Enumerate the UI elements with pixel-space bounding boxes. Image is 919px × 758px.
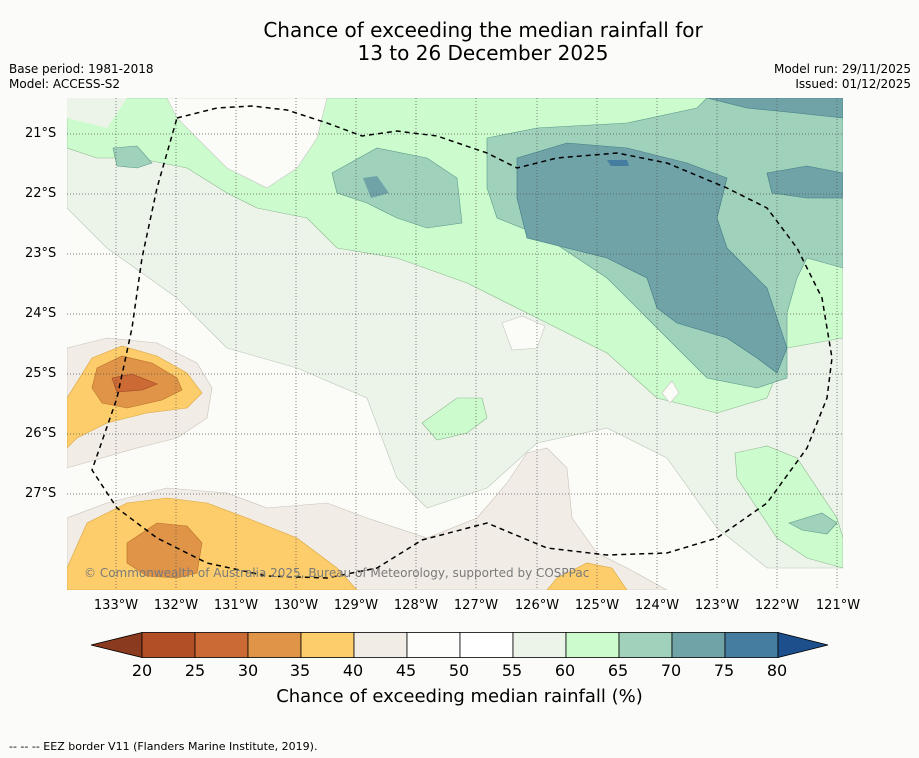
band-65-70 xyxy=(331,147,463,229)
colorbar-segment xyxy=(565,632,620,658)
band-60-65-centre xyxy=(421,397,488,441)
band-60-65-south xyxy=(67,98,127,128)
lon-label: 133°W xyxy=(93,598,139,613)
band-65-70-small xyxy=(112,145,153,169)
map-svg xyxy=(67,98,843,590)
colorbar-tick: 55 xyxy=(501,661,523,680)
band-70-75-ne xyxy=(706,98,843,119)
lon-label: 131°W xyxy=(213,598,259,613)
colorbar-segment xyxy=(671,632,726,658)
lat-label: 24°S xyxy=(25,306,57,321)
band-60-65-se xyxy=(734,445,843,569)
band-70-75 xyxy=(516,142,788,374)
colorbar-tick: 80 xyxy=(766,661,788,680)
colorbar-segment xyxy=(353,632,408,658)
band-70-75-east xyxy=(766,165,843,199)
chart-title: Chance of exceeding the median rainfall … xyxy=(0,19,919,65)
eez-legend: -- -- -- EEZ border V11 (Flanders Marine… xyxy=(9,740,318,753)
base-period: Base period: 1981-2018 xyxy=(9,62,154,76)
colorbar-title: Chance of exceeding median rainfall (%) xyxy=(276,686,643,707)
colorbar-tick: 75 xyxy=(713,661,735,680)
lon-label: 130°W xyxy=(273,598,319,613)
lon-label: 121°W xyxy=(815,598,861,613)
colorbar xyxy=(90,632,829,659)
title-line-1: Chance of exceeding the median rainfall … xyxy=(263,18,703,42)
colorbar-arrow-high xyxy=(777,632,829,659)
white-hole-2 xyxy=(661,380,680,404)
lon-label: 127°W xyxy=(453,598,499,613)
issued-date: Issued: 01/12/2025 xyxy=(795,77,911,91)
colorbar-segment xyxy=(459,632,514,658)
colorbar-segment xyxy=(406,632,461,658)
lon-label: 129°W xyxy=(333,598,379,613)
eez-border xyxy=(91,105,833,579)
title-line-2: 13 to 26 December 2025 xyxy=(357,41,609,65)
colorbar-tick: 40 xyxy=(342,661,364,680)
lon-label: 132°W xyxy=(153,598,199,613)
white-nw xyxy=(166,98,328,189)
colorbar-segment xyxy=(724,632,779,658)
lat-label: 26°S xyxy=(25,426,57,441)
band-35-40-se xyxy=(546,562,628,590)
colorbar-segment xyxy=(512,632,567,658)
lon-label: 126°W xyxy=(514,598,560,613)
rainfall-map xyxy=(67,98,843,590)
lat-label: 21°S xyxy=(25,126,57,141)
colorbar-tick: 70 xyxy=(660,661,682,680)
lon-label: 122°W xyxy=(754,598,800,613)
band-30-35-south xyxy=(126,522,203,579)
colorbar-segment xyxy=(194,632,249,658)
lon-label: 124°W xyxy=(634,598,680,613)
meta-right: Model run: 29/11/2025 Issued: 01/12/2025 xyxy=(774,62,911,92)
band-65-70-se xyxy=(788,512,838,535)
colorbar-arrow-low xyxy=(90,632,143,659)
colorbar-tick: 65 xyxy=(607,661,629,680)
lon-label: 123°W xyxy=(694,598,740,613)
colorbar-tick: 35 xyxy=(289,661,311,680)
colorbar-segment xyxy=(618,632,673,658)
colorbar-tick: 60 xyxy=(554,661,576,680)
lat-label: 23°S xyxy=(25,246,57,261)
meta-left: Base period: 1981-2018 Model: ACCESS-S2 xyxy=(9,62,154,92)
model-run: Model run: 29/11/2025 xyxy=(773,62,911,76)
band-70-75-small xyxy=(363,176,389,198)
lat-label: 22°S xyxy=(25,186,57,201)
white-hole-1 xyxy=(501,315,546,351)
colorbar-tick: 25 xyxy=(184,661,206,680)
lon-label: 128°W xyxy=(393,598,439,613)
colorbar-tick: 20 xyxy=(131,661,153,680)
copyright-notice: © Commonwealth of Australia 2025, Bureau… xyxy=(84,566,590,580)
model-name: Model: ACCESS-S2 xyxy=(9,77,121,91)
lon-label: 125°W xyxy=(574,598,620,613)
colorbar-segment xyxy=(300,632,355,658)
lat-label: 25°S xyxy=(25,366,57,381)
lat-label: 27°S xyxy=(25,486,57,501)
colorbar-segment xyxy=(141,632,196,658)
graticule xyxy=(67,98,843,590)
colorbar-tick: 50 xyxy=(448,661,470,680)
band-75-80 xyxy=(607,160,629,166)
colorbar-tick: 30 xyxy=(237,661,259,680)
colorbar-segment xyxy=(247,632,302,658)
colorbar-tick: 45 xyxy=(395,661,417,680)
